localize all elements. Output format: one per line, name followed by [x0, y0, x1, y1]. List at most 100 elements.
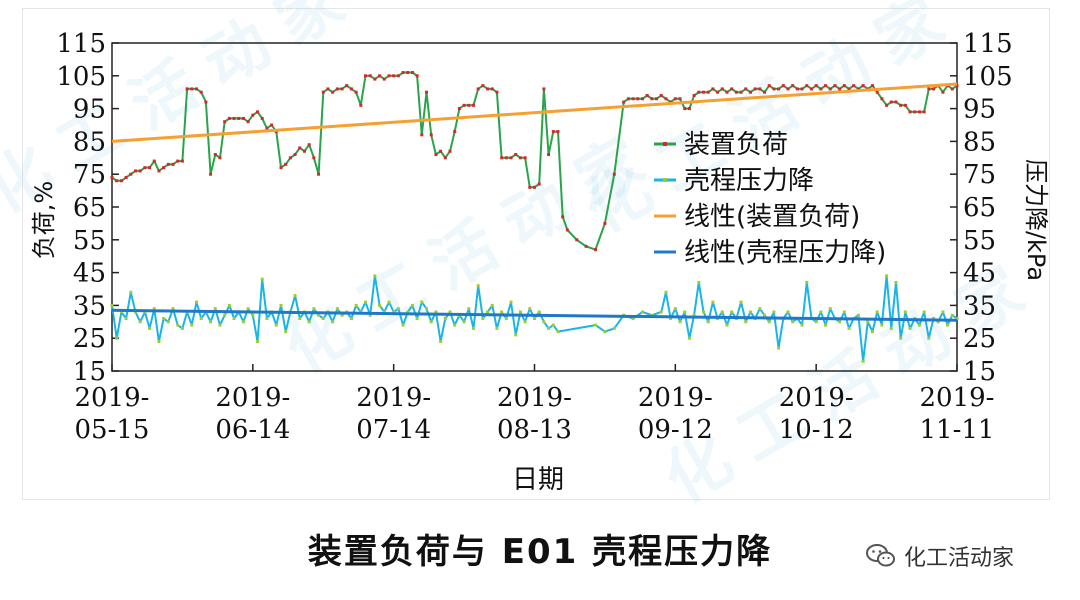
data-point-load	[781, 84, 785, 88]
data-point-pressure	[514, 333, 518, 337]
data-point-load	[824, 84, 828, 88]
x-tick-label: 2019-	[920, 383, 995, 413]
data-point-load	[772, 87, 776, 91]
data-point-pressure	[861, 359, 865, 363]
data-point-pressure	[786, 310, 790, 314]
y-tick-label-left: 55	[73, 226, 106, 256]
data-point-load	[584, 244, 588, 248]
data-point-load	[204, 100, 208, 104]
data-point-load	[434, 153, 438, 157]
data-point-load	[171, 162, 175, 166]
data-point-pressure	[373, 274, 377, 278]
data-point-load	[476, 87, 480, 91]
data-point-pressure	[199, 317, 203, 321]
data-point-pressure	[603, 330, 607, 334]
data-point-load	[509, 156, 513, 160]
data-point-pressure	[847, 326, 851, 330]
data-point-load	[880, 97, 884, 101]
data-point-load	[927, 87, 931, 91]
data-point-load	[256, 110, 260, 114]
data-point-load	[537, 182, 541, 186]
data-point-pressure	[917, 323, 921, 327]
data-point-pressure	[213, 307, 217, 311]
data-point-load	[565, 228, 569, 232]
data-point-load	[655, 97, 659, 101]
data-point-load	[359, 103, 363, 107]
data-point-load	[410, 71, 414, 75]
data-point-pressure	[129, 290, 133, 294]
data-point-load	[852, 84, 856, 88]
data-point-pressure	[490, 303, 494, 307]
data-point-pressure	[697, 280, 701, 284]
data-point-load	[777, 87, 781, 91]
y-tick-label-left: 25	[73, 324, 106, 354]
data-point-load	[748, 90, 752, 94]
data-point-pressure	[227, 303, 231, 307]
data-point-pressure	[725, 323, 729, 327]
data-point-pressure	[669, 317, 673, 321]
data-point-load	[298, 146, 302, 150]
data-point-load	[941, 90, 945, 94]
x-tick-label: 10-12	[779, 415, 854, 445]
data-point-pressure	[180, 326, 184, 330]
data-point-pressure	[462, 320, 466, 324]
data-point-load	[138, 169, 142, 173]
data-point-pressure	[509, 300, 513, 304]
data-point-load	[894, 100, 898, 104]
data-point-pressure	[824, 323, 828, 327]
y-axis-right-label: 压力降/kPa	[1022, 159, 1050, 281]
data-point-load	[556, 130, 560, 134]
data-point-load	[683, 107, 687, 111]
data-point-pressure	[640, 310, 644, 314]
data-point-load	[401, 71, 405, 75]
data-point-pressure	[739, 300, 743, 304]
data-point-pressure	[190, 323, 194, 327]
x-tick-label: 05-15	[75, 415, 150, 445]
data-point-load	[143, 166, 147, 170]
data-point-pressure	[157, 339, 161, 343]
x-tick-label: 2019-	[638, 383, 713, 413]
data-point-pressure	[528, 307, 532, 311]
data-point-pressure	[800, 323, 804, 327]
data-point-pressure	[443, 317, 447, 321]
data-point-pressure	[842, 310, 846, 314]
data-point-pressure	[110, 303, 114, 307]
data-point-load	[828, 87, 832, 91]
data-point-load	[528, 185, 532, 189]
data-point-pressure	[612, 326, 616, 330]
data-point-pressure	[152, 307, 156, 311]
data-point-load	[312, 156, 316, 160]
data-point-pressure	[594, 323, 598, 327]
data-point-pressure	[401, 323, 405, 327]
data-point-load	[331, 90, 335, 94]
data-point-load	[378, 74, 382, 78]
data-point-load	[190, 87, 194, 91]
data-point-load	[889, 100, 893, 104]
data-point-pressure	[941, 310, 945, 314]
data-point-load	[514, 153, 518, 157]
data-point-load	[115, 179, 119, 183]
data-point-load	[500, 156, 504, 160]
y-tick-label-left: 85	[73, 127, 106, 157]
data-point-load	[176, 159, 180, 163]
data-point-load	[133, 169, 137, 173]
data-point-pressure	[537, 310, 541, 314]
data-point-pressure	[284, 330, 288, 334]
y-tick-label-left: 15	[73, 357, 106, 387]
data-point-load	[265, 126, 269, 130]
data-point-load	[838, 87, 842, 91]
data-point-load	[875, 90, 879, 94]
data-point-load	[706, 90, 710, 94]
data-point-pressure	[298, 317, 302, 321]
data-point-load	[547, 153, 551, 157]
data-point-load	[495, 90, 499, 94]
data-point-load	[199, 90, 203, 94]
y-tick-label-right: 105	[963, 62, 1013, 92]
data-point-pressure	[317, 313, 321, 317]
data-point-load	[504, 156, 508, 160]
data-point-pressure	[767, 320, 771, 324]
data-point-load	[237, 116, 241, 120]
y-tick-label-right: 25	[963, 324, 996, 354]
data-point-load	[307, 143, 311, 147]
